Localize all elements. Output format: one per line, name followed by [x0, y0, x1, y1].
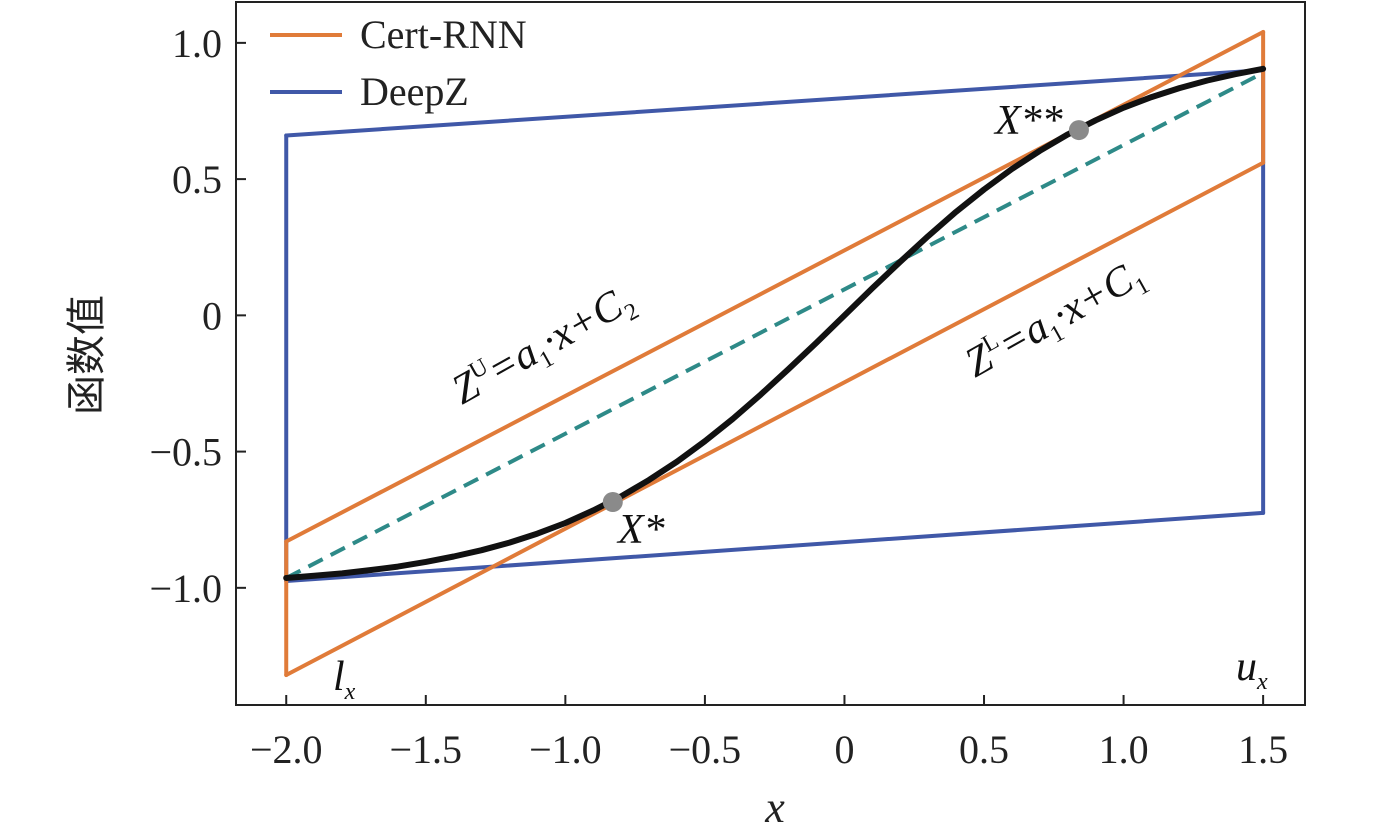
y-axis-label: 函数值	[64, 295, 110, 415]
tangent-point-1	[602, 492, 623, 513]
x-axis-label: x	[764, 783, 785, 832]
axes	[235, 1, 1306, 706]
y-tick-label: 1.0	[172, 21, 222, 66]
function-curve	[283, 65, 1267, 581]
x-tick-label: 1.5	[1238, 727, 1288, 772]
ux-label: ux	[1236, 644, 1268, 695]
legend-label-deepz: DeepZ	[360, 69, 469, 114]
point-label-x-double-star: X**	[993, 98, 1063, 144]
x-tick-label: 0.5	[959, 727, 1009, 772]
chart-marks	[283, 29, 1267, 678]
x-tick-label: −0.5	[669, 727, 742, 772]
y-tick-label: 0.5	[172, 157, 222, 202]
x-tick-label: −1.5	[390, 727, 463, 772]
plot-frame	[235, 1, 1306, 706]
legend-label-cert-rnn: Cert-RNN	[360, 12, 527, 57]
deepz-bound-line-0	[284, 68, 1266, 138]
y-tick-label: 0	[202, 293, 222, 338]
deepz-bound-line-1	[284, 510, 1266, 584]
point-label-x-star: X*	[616, 507, 665, 553]
upper-bound-annotation: ZU=a1·x+C2	[444, 276, 643, 418]
x-tick-label: 1.0	[1099, 727, 1149, 772]
secant-dashed-line	[285, 71, 1265, 580]
y-tick-label: −0.5	[149, 430, 222, 475]
legend: Cert-RNN DeepZ	[270, 12, 527, 114]
tangent-point-2	[1068, 120, 1089, 141]
cert-rnn-bound-line-1	[284, 160, 1266, 678]
x-tick-label: −2.0	[250, 727, 323, 772]
ticks: −2.0 −1.5 −1.0 −0.5 0 0.5 1.0 1.5 1.0 0.5 0 −0.5 −1.…	[149, 21, 1288, 772]
x-tick-label: −1.0	[529, 727, 602, 772]
y-tick-label: −1.0	[149, 566, 222, 611]
lx-label: lx	[333, 654, 356, 705]
x-tick-label: 0	[834, 727, 854, 772]
